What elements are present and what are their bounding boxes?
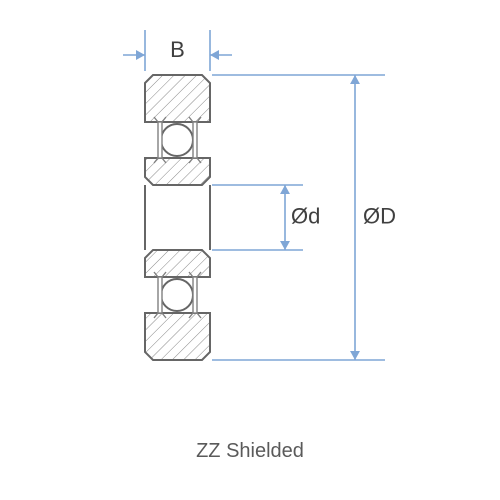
label-outer-dia: ØD <box>363 204 396 229</box>
label-width-B: B <box>170 37 185 62</box>
diagram-caption: ZZ Shielded <box>0 440 500 463</box>
diagram-canvas: B Ød ØD ZZ Shielded <box>0 0 500 500</box>
bearing-diagram-svg: B Ød ØD <box>0 0 500 430</box>
label-inner-dia: Ød <box>291 204 320 229</box>
